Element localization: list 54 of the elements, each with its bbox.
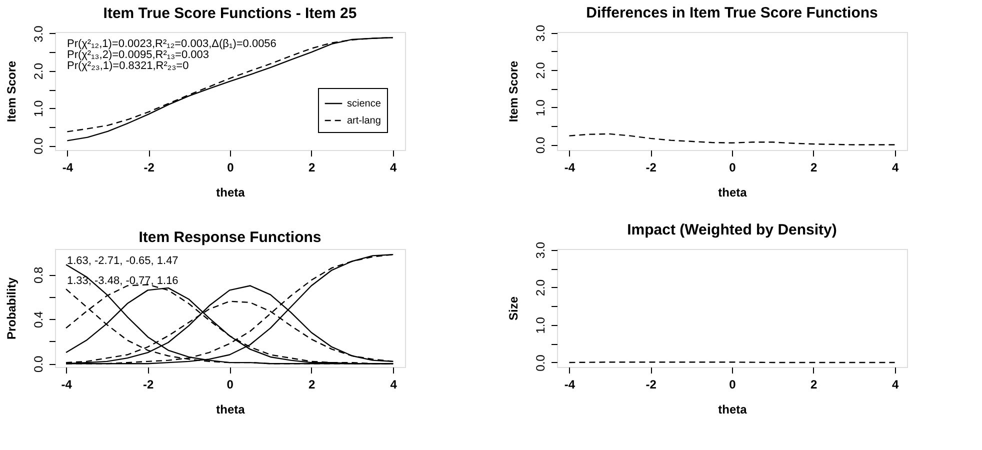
x-axis-title: theta	[718, 402, 748, 416]
x-tick-label: 4	[892, 160, 899, 174]
y-tick-label: 0.4	[32, 310, 46, 328]
x-tick-label: 4	[390, 160, 397, 174]
x-tick-label: 2	[308, 160, 316, 174]
chart-title: Impact (Weighted by Density)	[627, 221, 837, 238]
y-axis-title: Size	[506, 296, 520, 321]
x-axis-title: theta	[216, 402, 246, 416]
legend-label: art-lang	[347, 116, 381, 126]
y-tick-label: 0.8	[32, 266, 46, 284]
x-axis-title: theta	[216, 186, 246, 200]
x-tick-label: -2	[144, 160, 155, 174]
x-tick-label: 4	[390, 378, 398, 392]
y-tick-label: 1.0	[534, 99, 548, 116]
y-tick-label: 3.0	[534, 242, 548, 259]
y-tick-label: 1.0	[534, 316, 548, 334]
y-axis-title: Probability	[4, 277, 18, 340]
chart-title: Item Response Functions	[138, 229, 322, 246]
x-tick-label: -4	[564, 160, 576, 174]
annotation: Pr(χ²₁₂,1)=0.0023,R²₁₂=0.003,Δ(β₁)=0.0056	[67, 38, 276, 50]
annotation: Pr(χ²₂₃,1)=0.8321,R²₂₃=0	[67, 60, 189, 72]
x-tick-label: -4	[62, 160, 74, 174]
x-tick-label: 4	[892, 378, 899, 392]
x-tick-label: 0	[226, 378, 234, 392]
x-tick-label: -2	[142, 378, 154, 392]
annotation: 1.63, -2.71, -0.65, 1.47	[67, 255, 178, 267]
y-tick-label: 2.0	[32, 62, 46, 80]
y-tick-label: 3.0	[32, 25, 46, 42]
annotation: Pr(χ²₁₃,2)=0.0095,R²₁₃=0.003	[67, 49, 210, 61]
y-tick-label: 3.0	[534, 24, 548, 42]
x-tick-label: 2	[810, 378, 818, 392]
x-tick-label: 0	[729, 378, 736, 392]
y-tick-label: 0.0	[32, 137, 46, 154]
chart-title: Differences in Item True Score Functions	[586, 4, 878, 22]
annotation: 1.33, -3.48, -0.77, 1.16	[67, 275, 178, 287]
y-tick-label: 2.0	[534, 62, 548, 79]
y-axis-title: Item Score	[506, 60, 520, 122]
x-tick-label: 0	[729, 160, 736, 174]
y-tick-label: 1.0	[32, 100, 46, 118]
y-axis-title: Item Score	[4, 60, 18, 122]
y-tick-label: 2.0	[534, 279, 548, 296]
chart-title: Item True Score Functions - Item 25	[103, 5, 357, 22]
y-tick-label: 0.0	[32, 355, 46, 373]
x-tick-label: -4	[564, 378, 576, 392]
x-tick-label: -4	[61, 378, 72, 392]
x-tick-label: 0	[227, 160, 234, 174]
y-tick-label: 0.0	[534, 136, 548, 154]
x-tick-label: 2	[810, 160, 818, 174]
x-tick-label: -2	[646, 160, 657, 174]
x-axis-title: theta	[718, 186, 748, 200]
x-tick-label: 2	[308, 378, 316, 392]
legend-label: science	[347, 98, 382, 110]
x-tick-label: -2	[646, 378, 657, 392]
y-tick-label: 0.0	[534, 354, 548, 372]
